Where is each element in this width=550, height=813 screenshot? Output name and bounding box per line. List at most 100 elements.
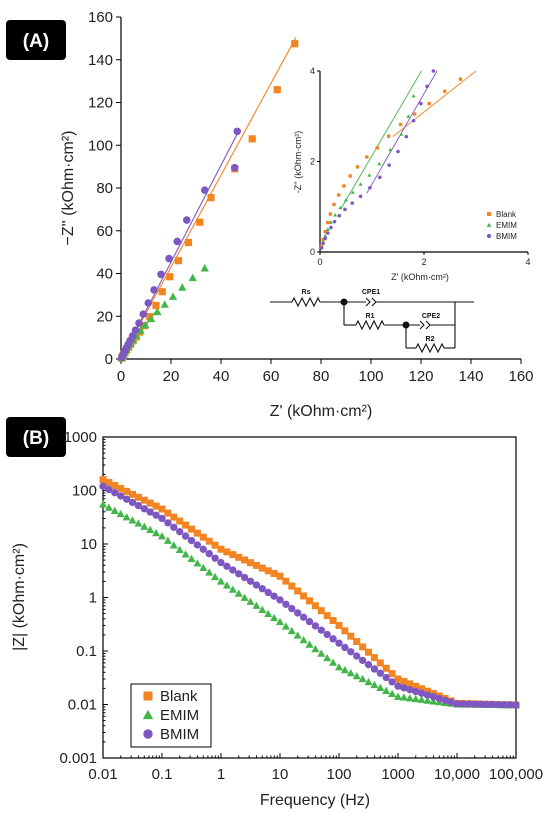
bode-point-emim [240, 593, 249, 601]
bode-point-blank [347, 632, 355, 640]
inset-point-bmim [368, 185, 372, 190]
bode-point-bmim [335, 639, 343, 647]
bode-point-blank [382, 664, 390, 672]
bode-point-emim [340, 666, 349, 674]
inset-point-emim [399, 132, 404, 136]
bode-point-emim [329, 658, 338, 666]
nyquist-x-tick-label: 100 [358, 368, 383, 385]
bode-point-emim [116, 509, 125, 518]
bode-point-emim [134, 519, 143, 527]
nyquist-y-tick-label: 40 [96, 266, 113, 283]
bode-point-blank [164, 509, 172, 517]
bode-point-emim [405, 694, 414, 702]
bode-point-blank [424, 687, 431, 695]
bode-point-bmim [252, 581, 261, 589]
bode-point-bmim [423, 691, 432, 699]
bode-point-blank [365, 648, 372, 656]
inset-legend-label-bmim: BMIM [496, 232, 517, 241]
bode-point-blank [199, 533, 207, 541]
nyquist-point-blank [184, 238, 193, 247]
resistor-r1 [355, 319, 385, 331]
inset-y-label: -Z'' (kOhm·cm²) [293, 131, 303, 193]
bode-point-bmim [140, 505, 148, 513]
inset-legend: Blank EMIM BMIM [486, 210, 517, 241]
nyquist-x-tick-label: 140 [458, 368, 483, 385]
nyquist-point-bmim [173, 237, 182, 246]
bode-point-bmim [459, 700, 467, 708]
bode-point-bmim [358, 656, 367, 665]
bode-point-blank [282, 577, 290, 585]
bode-point-emim [258, 605, 267, 613]
bode-point-blank [134, 493, 142, 501]
inset-point-bmim [343, 207, 347, 212]
nyquist-point-bmim [157, 270, 165, 279]
bode-x-tick-label: 1 [217, 766, 225, 783]
bode-point-emim [287, 626, 296, 635]
inset-point-bmim [431, 69, 436, 73]
bode-point-emim [382, 686, 391, 694]
nyquist-point-bmim [139, 310, 148, 318]
bode-point-emim [157, 532, 167, 540]
bode-point-bmim [476, 700, 485, 708]
bode-point-bmim [406, 686, 414, 694]
bode-point-bmim [435, 694, 443, 703]
bode-point-emim [317, 649, 326, 657]
bode-point-blank [217, 545, 225, 553]
bode-legend-label-bmim: BMIM [160, 726, 199, 743]
bode-legend-label-emim: EMIM [160, 707, 199, 724]
bode-y-tick-label: 100 [72, 483, 97, 500]
nyquist-point-bmim [230, 163, 239, 172]
bode-y-tick-label: 1 [89, 590, 97, 607]
bode-y-tick-label: 1000 [64, 429, 97, 446]
bode-x-tick-label: 100,000 [489, 766, 543, 783]
bode-x-tick-label: 10,000 [434, 766, 480, 783]
bode-point-bmim [229, 566, 237, 574]
bode-point-emim [352, 671, 361, 680]
bode-point-bmim [270, 592, 278, 600]
bode-point-bmim [317, 626, 325, 634]
nyquist-plot: 0 20 40 60 80 100 120 140 1600204060801001201401… [60, 9, 534, 420]
bode-point-bmim [217, 558, 225, 567]
nyquist-point-emim [178, 283, 187, 291]
bode-point-blank [300, 592, 308, 600]
nyquist-y-label: −Z'' (kOhm·cm²) [60, 131, 77, 246]
bode-point-blank [146, 499, 154, 507]
bode-point-bmim [158, 514, 166, 523]
panel-a-badge: (A) [6, 20, 66, 60]
bode-point-blank [223, 548, 231, 556]
nyquist-y-tick-label: 160 [88, 9, 113, 26]
bode-point-emim [152, 528, 161, 537]
bode-point-blank [294, 587, 302, 595]
bode-point-blank [288, 582, 296, 590]
inset-point-emim [358, 182, 363, 186]
bode-point-blank [152, 502, 160, 510]
inset-point-emim [338, 205, 343, 210]
nyquist-point-blank [291, 40, 299, 48]
bode-point-bmim [305, 617, 314, 626]
panel-b-label: (B) [23, 428, 49, 449]
bode-y-tick-label: 0.001 [59, 750, 97, 767]
bode-point-blank [370, 654, 378, 662]
inset-point-emim [367, 173, 372, 177]
bode-point-blank [418, 685, 426, 693]
inset-point-blank [323, 229, 327, 234]
bode-point-blank [111, 481, 119, 489]
bode-point-blank [341, 627, 349, 635]
bode-point-bmim [134, 501, 143, 510]
bode-point-emim [211, 572, 220, 581]
bode-point-blank [252, 561, 260, 569]
bode-point-blank [306, 597, 313, 605]
bode-point-blank [193, 529, 201, 537]
bode-point-blank [105, 479, 113, 487]
bode-point-bmim [417, 689, 426, 697]
inset-point-blank [427, 101, 431, 106]
inset-point-bmim [425, 84, 429, 89]
inset-x-label: Z' (kOhm·cm²) [391, 272, 449, 282]
bode-point-bmim [282, 600, 290, 608]
panel-b-badge: (B) [6, 417, 66, 457]
bode-point-emim [252, 601, 261, 609]
inset-point-bmim [396, 149, 400, 154]
nyquist-x-tick-label: 80 [313, 368, 330, 385]
inset-x-tick-label: 4 [525, 257, 530, 267]
nyquist-x-tick-label: 0 [117, 368, 125, 385]
